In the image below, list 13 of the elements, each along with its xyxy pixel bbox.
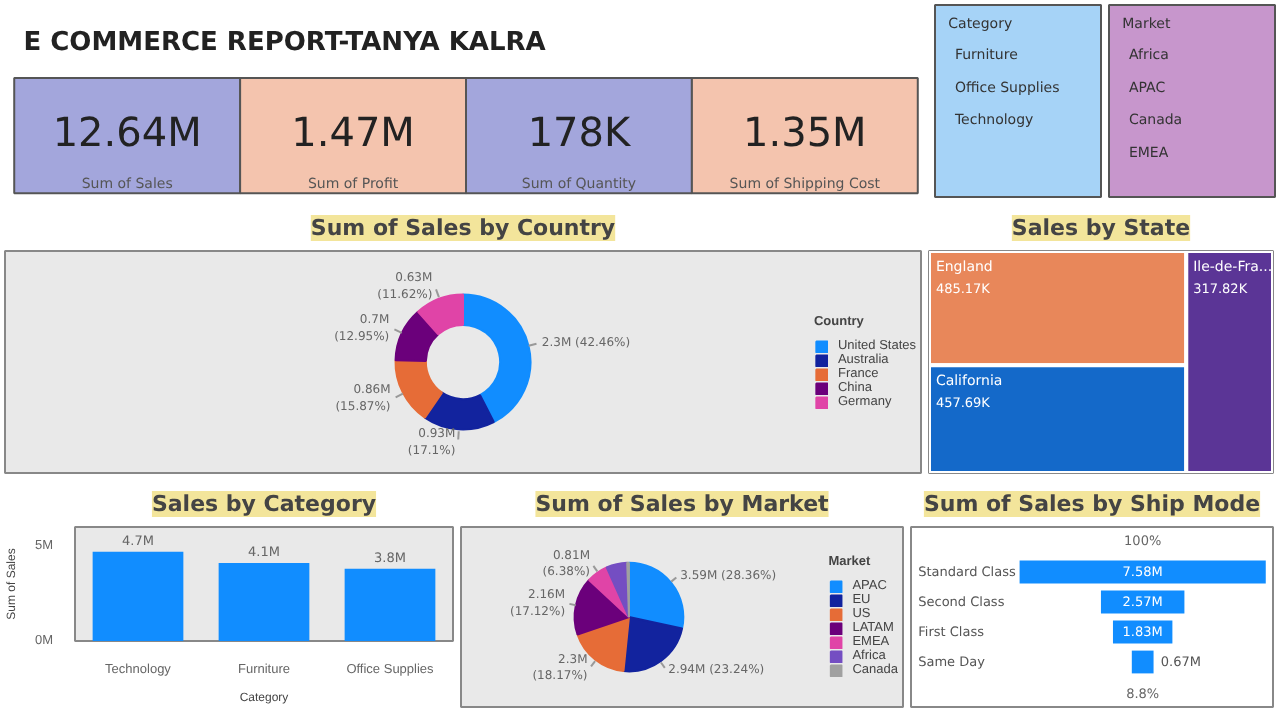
text: 1.47M (291, 107, 415, 156)
chart-title: Sum of Sales by Country (310, 215, 616, 241)
text: 12.64M (52, 107, 202, 156)
text: Sales by State (1011, 215, 1191, 241)
chart-title: Sum of Sales by Market (535, 491, 829, 517)
bar (92, 551, 184, 641)
chart-title: Sales by Category (151, 491, 377, 517)
text: 178K (527, 107, 631, 156)
bar (344, 568, 436, 641)
text: E COMMERCE REPORT-TANYA KALRA (23, 28, 546, 59)
text: Sum of Sales by Ship Mode (923, 491, 1261, 517)
text: 1.35M (743, 107, 867, 156)
bar (218, 563, 310, 641)
